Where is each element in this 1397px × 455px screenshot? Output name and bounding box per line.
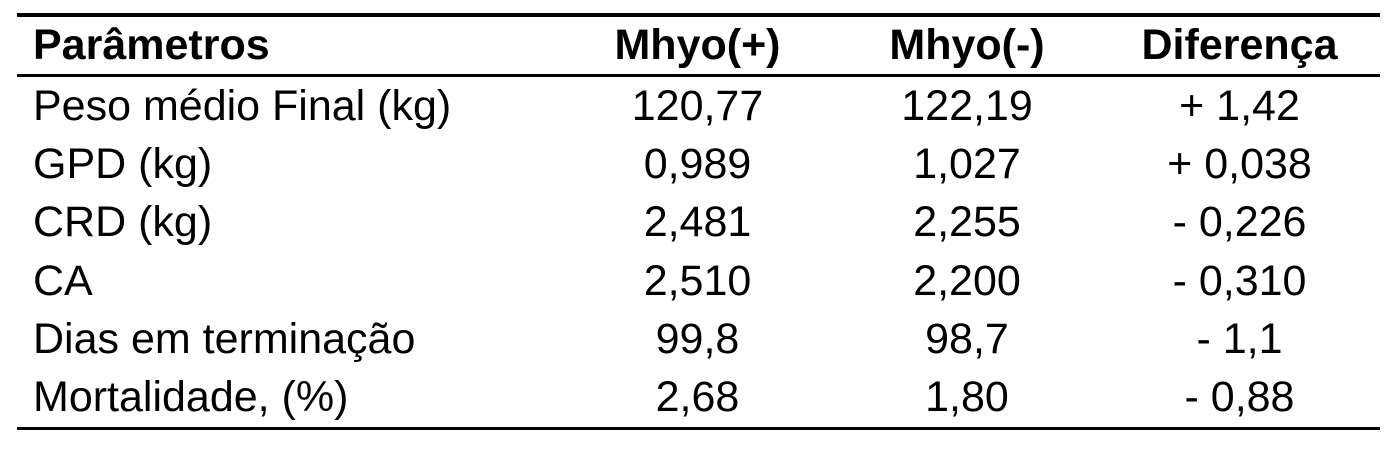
header-parametros: Parâmetros: [33, 21, 270, 69]
cell-parameter: CA: [33, 256, 93, 305]
cell-mhyo-plus: 2,68: [655, 373, 740, 422]
cell-mhyo-plus: 99,8: [655, 314, 740, 363]
cell-diferenca: + 1,42: [1179, 81, 1300, 130]
table-row: GPD (kg) 0,989 1,027 + 0,038: [17, 135, 1380, 193]
cell-mhyo-plus: 0,989: [643, 139, 752, 188]
header-mhyo-plus: Mhyo(+): [614, 21, 781, 69]
cell-mhyo-minus: 1,027: [913, 139, 1021, 188]
cell-parameter: Mortalidade, (%): [33, 373, 349, 422]
cell-parameter: CRD (kg): [33, 198, 213, 247]
cell-parameter: Peso médio Final (kg): [33, 81, 452, 130]
table-row: CRD (kg) 2,481 2,255 - 0,226: [17, 194, 1380, 252]
cell-mhyo-minus: 122,19: [901, 81, 1033, 130]
results-table: Parâmetros Mhyo(+) Mhyo(-) Diferença Pes…: [17, 13, 1380, 430]
table-row: CA 2,510 2,200 - 0,310: [17, 252, 1380, 310]
cell-diferenca: - 0,88: [1184, 373, 1295, 422]
cell-mhyo-plus: 120,77: [631, 81, 764, 130]
cell-mhyo-plus: 2,510: [643, 256, 752, 305]
cell-parameter: GPD (kg): [33, 139, 213, 188]
table-row: Dias em terminação 99,8 98,7 - 1,1: [17, 310, 1380, 368]
cell-mhyo-minus: 98,7: [925, 314, 1009, 363]
cell-diferenca: - 1,1: [1196, 314, 1283, 363]
table-row: Mortalidade, (%) 2,68 1,80 - 0,88: [17, 368, 1380, 429]
header-mhyo-minus: Mhyo(-): [889, 21, 1045, 69]
cell-mhyo-plus: 2,481: [643, 198, 752, 247]
cell-diferenca: + 0,038: [1167, 139, 1312, 188]
table-row: Peso médio Final (kg) 120,77 122,19 + 1,42: [17, 76, 1380, 136]
cell-mhyo-minus: 2,200: [913, 256, 1021, 305]
header-diferenca: Diferença: [1141, 21, 1338, 69]
cell-mhyo-minus: 1,80: [925, 373, 1009, 422]
cell-mhyo-minus: 2,255: [913, 198, 1021, 247]
cell-parameter: Dias em terminação: [33, 314, 416, 363]
header-row: Parâmetros Mhyo(+) Mhyo(-) Diferença: [17, 15, 1380, 76]
cell-diferenca: - 0,226: [1172, 198, 1307, 247]
cell-diferenca: - 0,310: [1172, 256, 1307, 305]
